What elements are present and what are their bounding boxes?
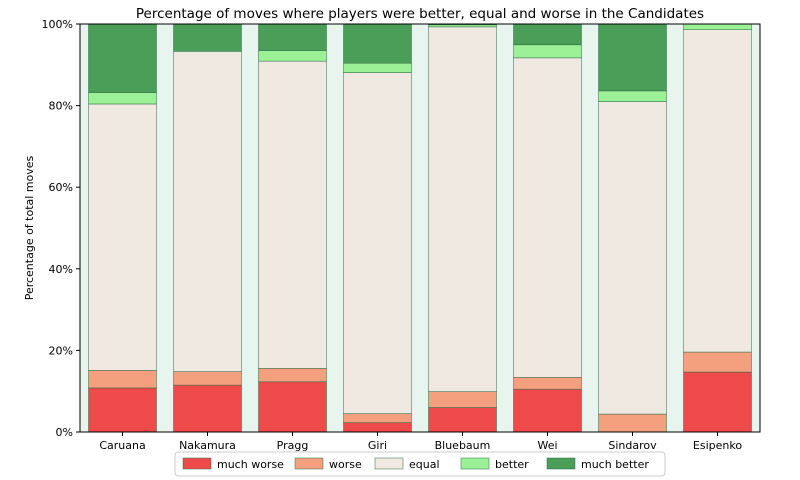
legend: much worse worse equal better much better	[174, 451, 666, 477]
x-axis: Caruana Nakamura Pragg Giri Bluebaum Wei Sinda…	[99, 432, 742, 452]
legend-label: much better	[581, 458, 649, 471]
bar-pragg-equal	[258, 60, 327, 369]
legend-swatch	[182, 457, 212, 470]
y-axis-label: Percentage of total moves	[23, 155, 36, 300]
bar-sindarov-equal	[598, 101, 667, 415]
y-tick-label: 40%	[49, 263, 73, 276]
bar-bluebaum-better	[428, 24, 497, 28]
bar-caruana-much-better	[88, 23, 157, 93]
bar-nakamura-equal	[173, 51, 242, 372]
bar-bluebaum-worse	[428, 391, 497, 408]
bar-pragg-better	[258, 50, 327, 62]
x-tick-label: Esipenko	[693, 439, 742, 452]
y-tick-label: 20%	[49, 344, 73, 357]
bar-caruana-worse	[88, 370, 157, 389]
plot-frame	[79, 23, 761, 433]
bar-giri-worse	[343, 413, 412, 423]
bar-bluebaum-much-worse	[428, 407, 497, 433]
legend-swatch	[294, 457, 324, 470]
y-axis: 0% 20% 40% 60% 80% 100%	[42, 18, 80, 439]
legend-label: worse	[329, 458, 362, 471]
bar-esipenko-much-worse	[683, 371, 752, 433]
bar-nakamura-much-worse	[173, 384, 242, 433]
bar-wei-equal	[513, 57, 582, 378]
bar-giri-much-better	[343, 23, 412, 64]
x-tick-label: Sindarov	[608, 439, 657, 452]
bar-caruana-equal	[88, 103, 157, 371]
bar-esipenko-better	[683, 23, 752, 30]
legend-swatch	[546, 457, 576, 470]
y-tick-label: 60%	[49, 181, 73, 194]
y-tick-label: 100%	[42, 18, 73, 31]
x-tick-label: Caruana	[99, 439, 145, 452]
legend-swatch	[460, 457, 490, 470]
bar-sindarov-much-better	[598, 23, 667, 92]
x-tick-label: Bluebaum	[435, 439, 491, 452]
bar-sindarov-better	[598, 90, 667, 102]
bar-giri-better	[343, 62, 412, 73]
bars-group	[88, 23, 752, 433]
bar-giri-much-worse	[343, 422, 412, 433]
bar-caruana-much-worse	[88, 387, 157, 433]
legend-label: equal	[409, 458, 440, 471]
x-tick-label: Pragg	[277, 439, 309, 452]
bar-esipenko-worse	[683, 351, 752, 373]
legend-swatch	[374, 457, 404, 470]
bar-esipenko-equal	[683, 29, 752, 353]
y-tick-label: 80%	[49, 100, 73, 113]
bar-pragg-much-worse	[258, 381, 327, 433]
legend-label: much worse	[217, 458, 284, 471]
bar-wei-much-better	[513, 23, 582, 46]
bar-pragg-worse	[258, 368, 327, 383]
bar-caruana-better	[88, 92, 157, 105]
bar-wei-much-worse	[513, 388, 582, 433]
y-tick-label: 0%	[56, 426, 73, 439]
bar-sindarov-worse	[598, 413, 667, 433]
chart-title: Percentage of moves where players were b…	[136, 6, 704, 22]
x-tick-label: Nakamura	[179, 439, 236, 452]
bar-wei-better	[513, 44, 582, 59]
x-tick-label: Giri	[368, 439, 387, 452]
bar-pragg-much-better	[258, 23, 327, 51]
legend-label: better	[495, 458, 529, 471]
bar-giri-equal	[343, 72, 412, 414]
bar-wei-worse	[513, 377, 582, 390]
bar-bluebaum-equal	[428, 26, 497, 392]
x-tick-label: Wei	[537, 439, 557, 452]
bar-nakamura-worse	[173, 371, 242, 386]
bar-nakamura-much-better	[173, 23, 242, 52]
